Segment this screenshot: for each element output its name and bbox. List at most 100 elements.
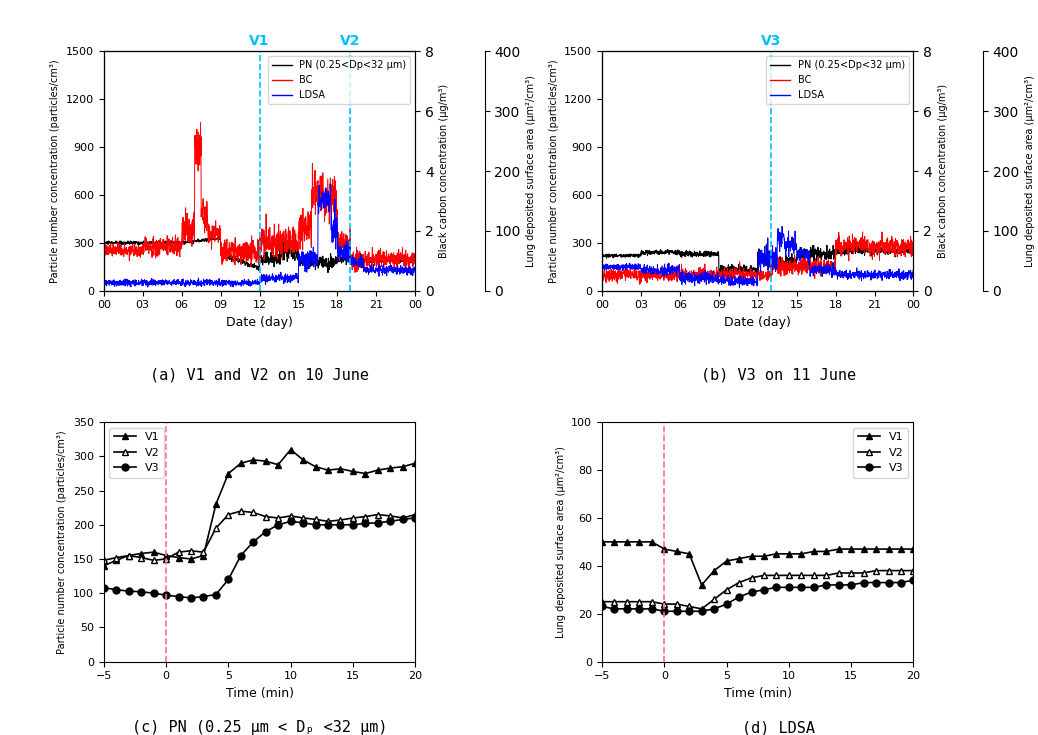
V1 (185, 555, 197, 564)
V1 (832, 545, 845, 553)
V2 (708, 595, 720, 603)
V2 (272, 514, 284, 523)
LDSA (324, 179, 336, 188)
BC (159, 240, 171, 248)
V2 (733, 578, 745, 587)
V2 (895, 566, 907, 575)
V1 (783, 550, 795, 559)
V2 (284, 512, 297, 520)
V2 (397, 514, 409, 523)
V1 (795, 550, 808, 559)
BC (373, 264, 385, 273)
V1 (683, 550, 695, 559)
Y-axis label: Black carbon concentration (μg/m³): Black carbon concentration (μg/m³) (439, 84, 449, 258)
V1 (857, 545, 870, 553)
Text: (d) LDSA: (d) LDSA (742, 720, 815, 735)
V1 (658, 545, 671, 553)
V2 (783, 571, 795, 580)
V2 (646, 598, 658, 606)
V2 (832, 569, 845, 578)
V3 (708, 604, 720, 613)
V3 (658, 607, 671, 616)
V1 (621, 537, 633, 546)
Text: (c) PN (0.25 μm < Dₚ <32 μm): (c) PN (0.25 μm < Dₚ <32 μm) (132, 720, 387, 735)
V1 (172, 553, 185, 562)
LDSA (409, 268, 421, 277)
X-axis label: Date (day): Date (day) (226, 316, 293, 329)
V1 (870, 545, 882, 553)
V3 (322, 520, 334, 529)
Y-axis label: Lung deposited surface area (μm²/cm³): Lung deposited surface area (μm²/cm³) (1025, 75, 1035, 267)
V2 (683, 602, 695, 611)
V2 (770, 571, 783, 580)
V1 (745, 552, 758, 561)
V3 (122, 587, 135, 595)
V1 (608, 537, 621, 546)
V2 (334, 515, 347, 524)
V2 (185, 546, 197, 555)
PN (0.25<Dp<32 μm) (201, 236, 214, 245)
V2 (98, 556, 110, 564)
V2 (147, 556, 160, 564)
LDSA (345, 254, 357, 263)
V3 (733, 592, 745, 601)
V3 (795, 583, 808, 592)
V2 (359, 512, 372, 521)
V2 (222, 510, 235, 519)
V1 (210, 500, 222, 509)
V3 (160, 591, 172, 600)
LDSA (98, 278, 110, 287)
V3 (783, 583, 795, 592)
Line: V3: V3 (101, 514, 418, 601)
V3 (720, 600, 733, 609)
V1 (646, 537, 658, 546)
V2 (720, 585, 733, 594)
V3 (633, 604, 646, 613)
V3 (384, 517, 397, 526)
V2 (658, 600, 671, 609)
V2 (197, 548, 210, 556)
LDSA (373, 262, 385, 270)
Legend: PN (0.25<Dp<32 μm), BC, LDSA: PN (0.25<Dp<32 μm), BC, LDSA (766, 57, 908, 104)
V3 (372, 518, 384, 527)
V3 (808, 583, 820, 592)
Line: V1: V1 (599, 539, 917, 589)
V3 (671, 607, 683, 616)
V1 (284, 445, 297, 454)
V1 (197, 551, 210, 560)
V2 (882, 566, 895, 575)
V2 (608, 598, 621, 606)
V1 (808, 547, 820, 556)
V3 (147, 589, 160, 598)
V3 (596, 602, 608, 611)
V2 (372, 510, 384, 519)
V2 (322, 517, 334, 526)
Text: V1: V1 (249, 35, 270, 49)
V1 (596, 537, 608, 546)
V1 (720, 556, 733, 565)
V3 (832, 581, 845, 589)
V1 (309, 462, 322, 471)
PN (0.25<Dp<32 μm) (159, 238, 171, 247)
Legend: PN (0.25<Dp<32 μm), BC, LDSA: PN (0.25<Dp<32 μm), BC, LDSA (268, 57, 410, 104)
V1 (272, 460, 284, 469)
BC (194, 118, 207, 127)
V3 (621, 604, 633, 613)
V2 (870, 566, 882, 575)
X-axis label: Time (min): Time (min) (225, 686, 294, 700)
V3 (745, 588, 758, 597)
V2 (260, 512, 272, 521)
Line: PN (0.25<Dp<32 μm): PN (0.25<Dp<32 μm) (104, 237, 415, 273)
V3 (235, 551, 247, 560)
Line: V3: V3 (599, 577, 917, 614)
BC (349, 268, 361, 277)
PN (0.25<Dp<32 μm) (345, 254, 357, 263)
V2 (235, 506, 247, 515)
Text: V3: V3 (761, 35, 781, 49)
V1 (110, 556, 122, 564)
V1 (409, 459, 421, 467)
V2 (384, 512, 397, 520)
V3 (882, 578, 895, 587)
V1 (384, 464, 397, 473)
LDSA (201, 279, 214, 287)
